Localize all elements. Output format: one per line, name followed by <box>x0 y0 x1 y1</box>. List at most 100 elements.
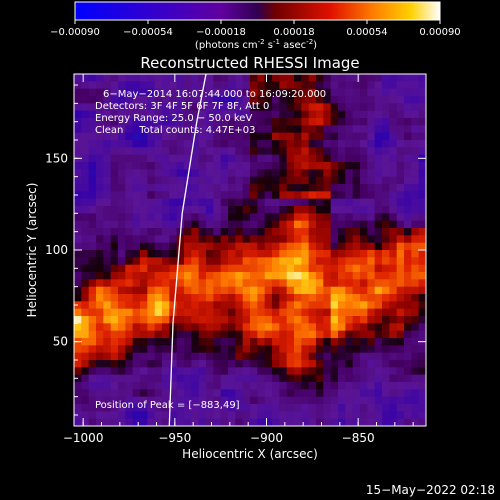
heatmap-cell <box>338 418 346 426</box>
heatmap-cell <box>154 345 163 353</box>
heatmap-cell <box>301 103 309 111</box>
heatmap-cell <box>360 110 368 119</box>
heatmap-cell <box>272 316 280 324</box>
heatmap-cell <box>257 308 265 317</box>
heatmap-cell <box>323 279 331 287</box>
heatmap-cell <box>250 360 258 368</box>
heatmap-cell <box>96 264 104 273</box>
heatmap-cell <box>294 352 302 361</box>
heatmap-cell <box>308 264 317 273</box>
heatmap-cell <box>279 154 287 163</box>
heatmap-cell <box>198 176 207 185</box>
heatmap-cell <box>279 74 287 82</box>
heatmap-cell <box>198 125 207 133</box>
heatmap-cell <box>235 96 243 104</box>
heatmap-cell <box>191 206 199 214</box>
heatmap-cell <box>198 213 207 221</box>
heatmap-cell <box>169 81 177 89</box>
heatmap-cell <box>338 308 346 317</box>
heatmap-cell <box>345 404 353 412</box>
heatmap-cell <box>235 374 243 383</box>
heatmap-cell <box>418 88 426 97</box>
heatmap-cell <box>418 74 426 82</box>
heatmap-cell <box>301 264 309 273</box>
heatmap-cell <box>88 140 97 148</box>
heatmap-cell <box>418 110 426 119</box>
heatmap-cell <box>360 294 368 302</box>
heatmap-cell <box>257 294 265 302</box>
heatmap-cell <box>206 367 214 375</box>
heatmap-cell <box>125 301 133 309</box>
heatmap-cell <box>352 235 361 243</box>
heatmap-cell <box>96 228 104 236</box>
heatmap-cell <box>235 169 243 177</box>
heatmap-cell <box>184 264 192 273</box>
heatmap-cell <box>338 191 346 199</box>
heatmap-cell <box>286 404 295 412</box>
heatmap-cell <box>169 360 177 368</box>
heatmap-cell <box>228 382 236 390</box>
heatmap-cell <box>338 272 346 280</box>
heatmap-cell <box>301 308 309 317</box>
heatmap-cell <box>228 132 236 141</box>
heatmap-cell <box>367 220 375 229</box>
heatmap-cell <box>125 140 133 148</box>
heatmap-cell <box>345 96 353 104</box>
heatmap-cell <box>272 88 280 97</box>
heatmap-cell <box>330 140 339 148</box>
heatmap-cell <box>103 382 111 390</box>
chart-title: Reconstructed RHESSI Image <box>140 54 359 72</box>
heatmap-cell <box>360 411 368 419</box>
heatmap-cell <box>264 110 273 119</box>
heatmap-cell <box>118 418 126 426</box>
heatmap-cell <box>206 96 214 104</box>
heatmap-cell <box>147 382 155 390</box>
heatmap-cell <box>140 352 148 361</box>
heatmap-cell <box>418 147 426 155</box>
heatmap-cell <box>213 404 221 412</box>
heatmap-cell <box>389 367 397 375</box>
heatmap-cell <box>213 118 221 126</box>
heatmap-cell <box>301 154 309 163</box>
heatmap-cell <box>147 279 155 287</box>
heatmap-cell <box>308 88 317 97</box>
heatmap-cell <box>279 125 287 133</box>
heatmap-cell <box>235 301 243 309</box>
heatmap-cell <box>198 338 207 346</box>
heatmap-cell <box>272 228 280 236</box>
heatmap-cell <box>389 257 397 265</box>
heatmap-cell <box>242 162 251 170</box>
heatmap-cell <box>213 140 221 148</box>
heatmap-cell <box>125 242 133 251</box>
heatmap-cell <box>81 367 89 375</box>
heatmap-cell <box>360 198 368 207</box>
heatmap-cell <box>330 235 339 243</box>
heatmap-cell <box>360 162 368 170</box>
heatmap-cell <box>118 88 126 97</box>
heatmap-cell <box>162 132 170 141</box>
heatmap-cell <box>213 279 221 287</box>
heatmap-cell <box>184 360 192 368</box>
heatmap-cell <box>294 257 302 265</box>
heatmap-cell <box>301 191 309 199</box>
heatmap-cell <box>257 418 265 426</box>
heatmap-cell <box>389 184 397 192</box>
heatmap-cell <box>345 118 353 126</box>
heatmap-cell <box>308 389 317 397</box>
heatmap-cell <box>220 191 229 199</box>
heatmap-cell <box>411 228 419 236</box>
heatmap-cell <box>191 96 199 104</box>
heatmap-cell <box>140 389 148 397</box>
heatmap-cell <box>162 367 170 375</box>
heatmap-cell <box>279 176 287 185</box>
heatmap-cell <box>316 191 324 199</box>
heatmap-cell <box>316 169 324 177</box>
heatmap-cell <box>264 316 273 324</box>
heatmap-cell <box>110 103 119 111</box>
x-axis-label: Heliocentric X (arcsec) <box>182 447 318 461</box>
heatmap-cell <box>338 118 346 126</box>
heatmap-cell <box>198 301 207 309</box>
heatmap-cell <box>250 323 258 331</box>
heatmap-cell <box>294 235 302 243</box>
heatmap-cell <box>213 132 221 141</box>
